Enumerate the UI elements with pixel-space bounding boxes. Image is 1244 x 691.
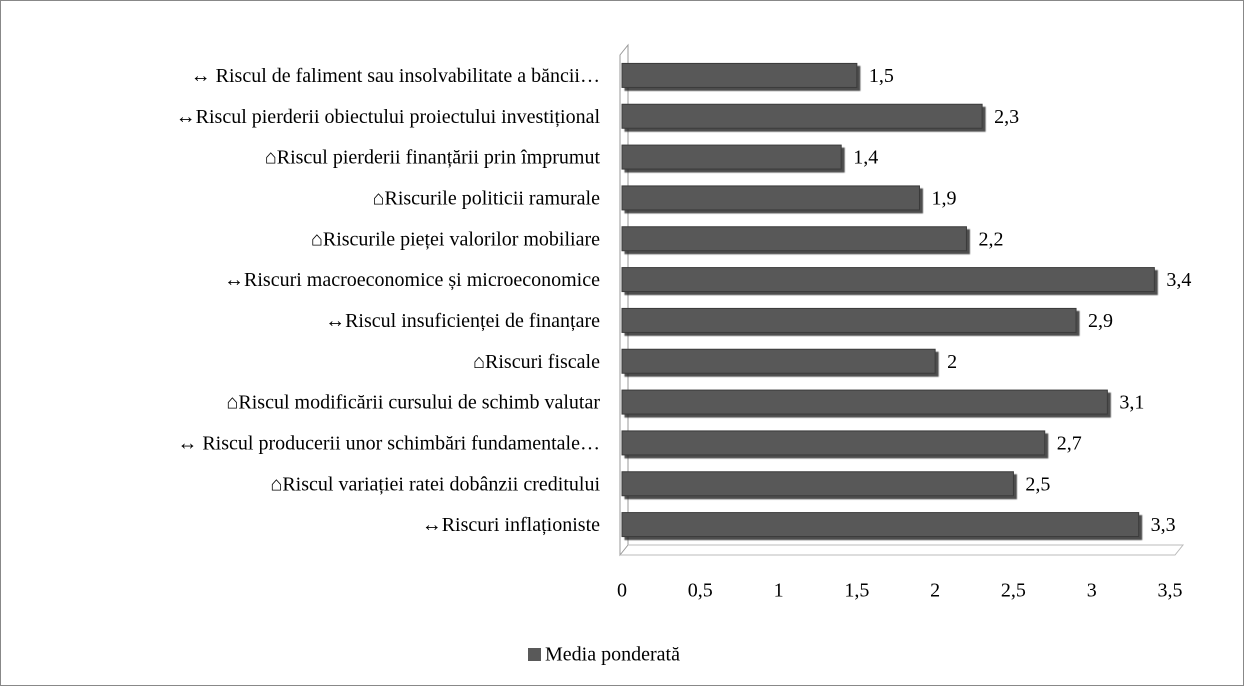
bar xyxy=(621,62,858,88)
y-tick-label: ⌂Riscurile politicii ramurale xyxy=(373,188,601,210)
bar xyxy=(621,144,842,170)
value-label: 2,7 xyxy=(1057,433,1082,455)
value-label: 1,5 xyxy=(869,65,894,87)
y-tick-label: ↔Riscuri inflaționiste xyxy=(422,514,600,536)
bar xyxy=(621,226,967,252)
value-label: 2,5 xyxy=(1025,473,1050,495)
bar xyxy=(621,512,1140,538)
x-tick-label: 3 xyxy=(1087,580,1097,602)
y-tick-label: ↔ Riscul producerii unor schimbări funda… xyxy=(177,433,600,455)
y-tick-label: ↔ Riscul de faliment sau insolvabilitate… xyxy=(191,65,600,87)
bar xyxy=(621,471,1014,497)
bar xyxy=(621,389,1108,415)
value-label: 3,1 xyxy=(1119,392,1144,414)
value-label: 3,4 xyxy=(1166,269,1191,291)
back-wall xyxy=(619,43,629,557)
y-tick-label: ⌂Riscul pierderii finanțării prin împrum… xyxy=(265,147,601,169)
bar xyxy=(621,185,920,211)
legend-label: Media ponderată xyxy=(545,644,680,666)
y-tick-label: ↔Riscuri macroeconomice și microeconomic… xyxy=(224,269,600,291)
legend-swatch xyxy=(528,648,541,661)
value-label: 2 xyxy=(947,351,957,373)
floor xyxy=(620,544,1185,556)
value-label: 1,4 xyxy=(853,147,878,169)
x-tick-label: 0 xyxy=(617,580,627,602)
value-label: 3,3 xyxy=(1151,514,1176,536)
bar xyxy=(621,430,1046,456)
x-tick-label: 2,5 xyxy=(1001,580,1026,602)
x-tick-label: 0,5 xyxy=(688,580,713,602)
y-tick-label: ⌂Riscul variației ratei dobânzii creditu… xyxy=(270,473,600,495)
bar xyxy=(621,267,1155,293)
y-tick-label: ⌂Riscuri fiscale xyxy=(473,351,600,373)
bar xyxy=(621,348,936,374)
value-label: 2,2 xyxy=(978,228,1003,250)
x-tick-label: 1,5 xyxy=(844,580,869,602)
y-tick-label: ↔Riscul insuficienței de finanțare xyxy=(325,310,600,332)
x-tick-label: 3,5 xyxy=(1158,580,1183,602)
x-tick-label: 2 xyxy=(930,580,940,602)
x-tick-label: 1 xyxy=(774,580,784,602)
y-tick-label: ⌂Riscurile pieței valorilor mobiliare xyxy=(311,228,600,250)
bar xyxy=(621,103,983,129)
value-label: 2,3 xyxy=(994,106,1019,128)
value-label: 2,9 xyxy=(1088,310,1113,332)
y-tick-label: ⌂Riscul modificării cursului de schimb v… xyxy=(226,392,600,414)
value-label: 1,9 xyxy=(931,188,956,210)
y-tick-label: ↔Riscul pierderii obiectului proiectului… xyxy=(176,106,601,128)
bar xyxy=(621,307,1077,333)
